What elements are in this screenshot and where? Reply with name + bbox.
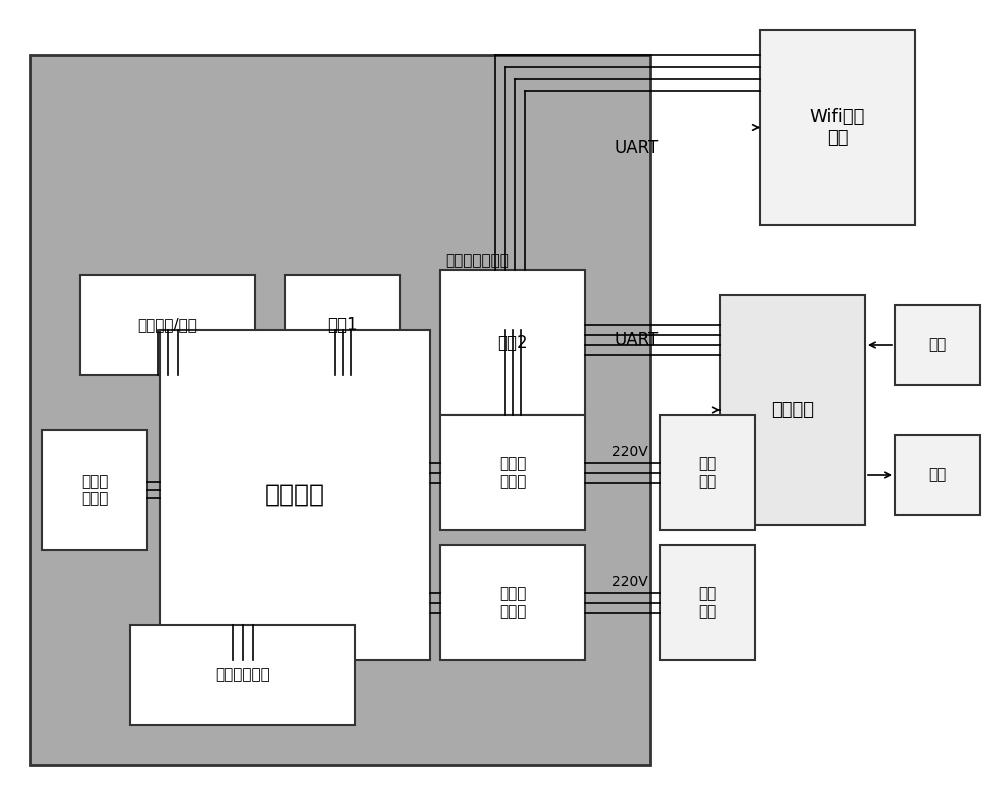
Text: 麦克: 麦克 (928, 337, 947, 352)
Bar (895, 435, 980, 515)
Text: UART: UART (615, 139, 659, 157)
Text: 语音模组: 语音模组 (771, 401, 814, 419)
Text: 保温开
关控制: 保温开 关控制 (499, 586, 526, 619)
Bar (42, 430, 147, 550)
Bar (160, 330, 430, 660)
Bar (440, 545, 585, 660)
Bar (660, 545, 755, 660)
Text: 加水电
机控制: 加水电 机控制 (81, 474, 108, 506)
Bar (285, 275, 400, 375)
Text: 茶吧机控制模块: 茶吧机控制模块 (445, 253, 509, 268)
Text: 通讯1: 通讯1 (327, 316, 358, 334)
Bar (80, 275, 255, 375)
Bar (440, 270, 585, 415)
Bar (440, 415, 585, 530)
Text: Wifi模块
模块: Wifi模块 模块 (810, 108, 865, 147)
Bar (760, 30, 915, 225)
Text: 主控模块: 主控模块 (265, 483, 325, 507)
Bar (130, 625, 355, 725)
Text: UART: UART (615, 331, 659, 349)
Text: 按键显示/输入: 按键显示/输入 (138, 318, 197, 333)
Text: 保温
设备: 保温 设备 (698, 586, 717, 619)
Bar (720, 295, 865, 525)
Text: 220V: 220V (612, 445, 648, 459)
Text: 220V: 220V (612, 575, 648, 589)
Text: 通讯2: 通讯2 (497, 333, 528, 352)
Text: 烧水开
关控制: 烧水开 关控制 (499, 456, 526, 489)
Text: 喇叭: 喇叭 (928, 467, 947, 482)
Text: 烧水
设备: 烧水 设备 (698, 456, 717, 489)
Bar (30, 55, 650, 765)
Text: 制冷开关控制: 制冷开关控制 (215, 668, 270, 683)
Bar (895, 305, 980, 385)
Bar (660, 415, 755, 530)
